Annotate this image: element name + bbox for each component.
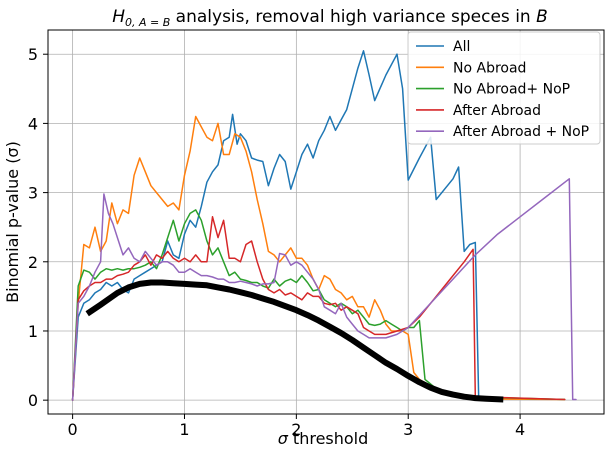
chart-title: H0, A = B analysis, removal high varianc… <box>112 7 548 29</box>
series-line <box>71 216 566 401</box>
legend-label: After Abroad <box>453 103 541 119</box>
axis-ticks: 0 1 2 3 4 0 1 2 3 4 5 <box>28 45 525 439</box>
y-tick-label: 1 <box>28 322 38 341</box>
series-line <box>71 209 566 401</box>
series-line <box>85 279 504 403</box>
x-tick-label: 3 <box>403 420 413 439</box>
legend-box <box>407 31 601 145</box>
x-tick-label: 1 <box>179 420 189 439</box>
x-tick-label: 4 <box>515 420 525 439</box>
legend: All No Abroad No Abroad+ NoP After Abroad Af… <box>407 31 601 145</box>
x-axis-label: σ threshold <box>278 429 369 447</box>
series-line <box>71 178 577 401</box>
series-line <box>71 50 480 401</box>
y-tick-label: 2 <box>28 253 38 272</box>
x-tick-label: 2 <box>291 420 301 439</box>
plot-series <box>71 50 577 403</box>
y-tick-label: 0 <box>28 391 38 410</box>
y-tick-label: 4 <box>28 114 38 133</box>
legend-label: After Abroad + NoP <box>453 124 589 140</box>
y-tick-label: 3 <box>28 184 38 203</box>
y-axis-label: Binomial p-value (σ) <box>3 141 22 303</box>
y-tick-label: 5 <box>28 45 38 64</box>
x-tick-label: 0 <box>68 420 78 439</box>
legend-label: All <box>453 39 470 55</box>
legend-label: No Abroad+ NoP <box>453 82 570 98</box>
plot-frame <box>47 29 605 415</box>
legend-label: No Abroad <box>453 60 526 76</box>
